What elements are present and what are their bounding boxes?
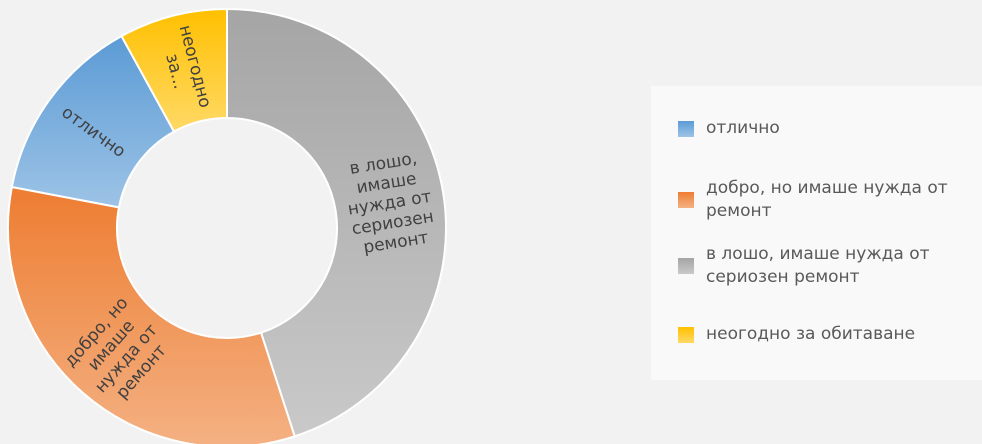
- legend-label: в лошо, имаше нужда от сериозен ремонт: [706, 244, 930, 287]
- chart-legend: отлично добро, но имаше нужда от ремонт …: [651, 86, 982, 380]
- legend-swatch: [678, 120, 694, 137]
- slice-uninhabitable: [120, 7, 228, 133]
- slice-good-needs-repair: [7, 185, 296, 444]
- legend-swatch: [678, 192, 694, 208]
- slice-label: в лошо,имашенужда отсериозенремонт: [340, 147, 439, 259]
- legend-label: отлично: [706, 118, 780, 138]
- slice-bad-serious-repair: [226, 7, 447, 438]
- legend-swatch: [678, 326, 694, 343]
- legend-swatch: [678, 258, 694, 274]
- legend-item-good-needs-repair: добро, но имаше нужда от ремонт: [678, 177, 948, 223]
- legend-item-bad-serious-repair: в лошо, имаше нужда от сериозен ремонт: [678, 243, 930, 289]
- legend-label: добро, но имаше нужда от ремонт: [706, 178, 948, 221]
- legend-label: неогодно за обитаване: [706, 324, 916, 344]
- legend-item-uninhabitable: неогодно за обитаване: [678, 323, 915, 346]
- legend-item-excellent: отлично: [678, 117, 780, 140]
